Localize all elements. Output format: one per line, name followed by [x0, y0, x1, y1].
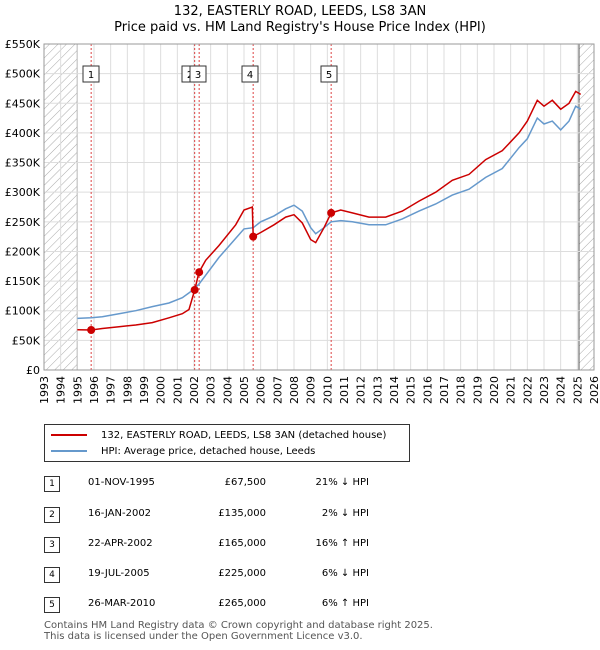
sale-hpi-diff: 21% ↓ HPI — [315, 477, 369, 488]
x-tick-label: 2005 — [238, 376, 251, 404]
x-tick-label: 2020 — [488, 376, 501, 404]
x-tick-label: 2024 — [555, 376, 568, 404]
x-tick-label: 2009 — [305, 376, 318, 404]
sale-label-number: 3 — [195, 70, 201, 81]
x-tick-label: 2015 — [405, 376, 418, 404]
sale-number-box: 4 — [44, 567, 60, 583]
x-tick-label: 1995 — [71, 376, 84, 404]
x-tick-label: 2014 — [388, 376, 401, 404]
x-tick-label: 2016 — [421, 376, 434, 404]
sale-point — [195, 268, 204, 277]
x-tick-label: 1998 — [121, 376, 134, 404]
x-tick-label: 2022 — [521, 376, 534, 404]
sale-number-box: 5 — [44, 597, 60, 613]
sale-point — [249, 232, 258, 241]
y-tick-label: £0 — [26, 364, 40, 377]
x-tick-label: 1996 — [88, 376, 101, 404]
sale-hpi-diff: 16% ↑ HPI — [315, 538, 369, 549]
y-tick-label: £200K — [5, 245, 41, 258]
sale-hpi-diff: 2% ↓ HPI — [321, 508, 369, 519]
sale-date: 19-JUL-2005 — [88, 568, 150, 579]
y-tick-label: £250K — [5, 216, 41, 229]
price-chart: 12345 £0£50K£100K£150K£200K£250K£300K£35… — [5, 38, 600, 404]
legend: 132, EASTERLY ROAD, LEEDS, LS8 3AN (deta… — [44, 424, 410, 462]
chart-title: 132, EASTERLY ROAD, LEEDS, LS8 3AN — [173, 4, 427, 19]
sale-label-box — [82, 65, 100, 83]
footer: Contains HM Land Registry data © Crown c… — [44, 620, 433, 642]
plot-frame — [43, 43, 595, 371]
chart-subtitle: Price paid vs. HM Land Registry's House … — [114, 20, 486, 35]
x-tick-label: 2011 — [338, 376, 351, 404]
sale-point — [190, 285, 199, 294]
x-tick-label: 2004 — [221, 376, 234, 404]
sale-hpi-diff: 6% ↑ HPI — [321, 598, 369, 609]
sale-label-box — [241, 65, 259, 83]
sale-label-number: 1 — [88, 70, 94, 81]
sale-point — [87, 325, 96, 334]
x-tick-label: 1999 — [138, 376, 151, 404]
y-tick-label: £400K — [5, 127, 41, 140]
hatch-region — [579, 44, 594, 370]
x-tick-label: 2017 — [438, 376, 451, 404]
legend-item-hpi: HPI: Average price, detached house, Leed… — [51, 444, 315, 458]
y-tick-label: £150K — [5, 275, 41, 288]
x-tick-label: 2021 — [505, 376, 518, 404]
sale-date: 26-MAR-2010 — [88, 598, 156, 609]
x-tick-label: 2002 — [188, 376, 201, 404]
sale-number-box: 2 — [44, 507, 60, 523]
sale-date: 16-JAN-2002 — [88, 508, 152, 519]
sale-price: £265,000 — [218, 598, 266, 609]
footer-copyright: Contains HM Land Registry data © Crown c… — [44, 620, 433, 631]
x-tick-label: 2007 — [271, 376, 284, 404]
sale-price: £67,500 — [224, 477, 266, 488]
x-tick-label: 2001 — [171, 376, 184, 404]
sale-number-box: 3 — [44, 537, 60, 553]
x-tick-label: 2023 — [538, 376, 551, 404]
sale-label-box — [189, 65, 207, 83]
x-tick-label: 1997 — [105, 376, 118, 404]
y-tick-label: £100K — [5, 305, 41, 318]
sale-label-number: 5 — [326, 70, 332, 81]
legend-label-property: 132, EASTERLY ROAD, LEEDS, LS8 3AN (deta… — [101, 429, 387, 441]
y-tick-label: £500K — [5, 68, 41, 81]
x-tick-label: 1993 — [38, 376, 51, 404]
legend-swatch-property — [51, 434, 87, 436]
x-tick-label: 2018 — [455, 376, 468, 404]
x-tick-label: 2008 — [288, 376, 301, 404]
sale-number-box: 1 — [44, 476, 60, 492]
sale-price: £135,000 — [218, 508, 266, 519]
x-tick-label: 2026 — [588, 376, 600, 404]
sale-label-box — [320, 65, 338, 83]
legend-swatch-hpi — [51, 450, 87, 452]
y-tick-label: £50K — [12, 334, 41, 347]
sale-price: £225,000 — [218, 568, 266, 579]
x-tick-label: 2012 — [355, 376, 368, 404]
legend-item-property: 132, EASTERLY ROAD, LEEDS, LS8 3AN (deta… — [51, 428, 386, 442]
sale-point — [327, 208, 336, 217]
series-line — [77, 105, 582, 320]
y-tick-label: £550K — [5, 38, 41, 51]
y-tick-label: £450K — [5, 97, 41, 110]
sale-date: 22-APR-2002 — [88, 538, 153, 549]
x-tick-label: 2003 — [205, 376, 218, 404]
x-tick-label: 2006 — [255, 376, 268, 404]
y-tick-label: £300K — [5, 186, 41, 199]
sale-hpi-diff: 6% ↓ HPI — [321, 568, 369, 579]
x-tick-label: 2013 — [371, 376, 384, 404]
sale-date: 01-NOV-1995 — [88, 477, 155, 488]
x-tick-label: 2019 — [471, 376, 484, 404]
series-line — [77, 90, 582, 331]
x-tick-label: 1994 — [55, 376, 68, 404]
sale-price: £165,000 — [218, 538, 266, 549]
x-tick-label: 2000 — [155, 376, 168, 404]
sale-label-number: 4 — [247, 70, 253, 81]
legend-label-hpi: HPI: Average price, detached house, Leed… — [101, 445, 316, 457]
y-tick-label: £350K — [5, 157, 41, 170]
footer-licence: This data is licensed under the Open Gov… — [44, 631, 363, 642]
x-tick-label: 2010 — [321, 376, 334, 404]
x-tick-label: 2025 — [571, 376, 584, 404]
